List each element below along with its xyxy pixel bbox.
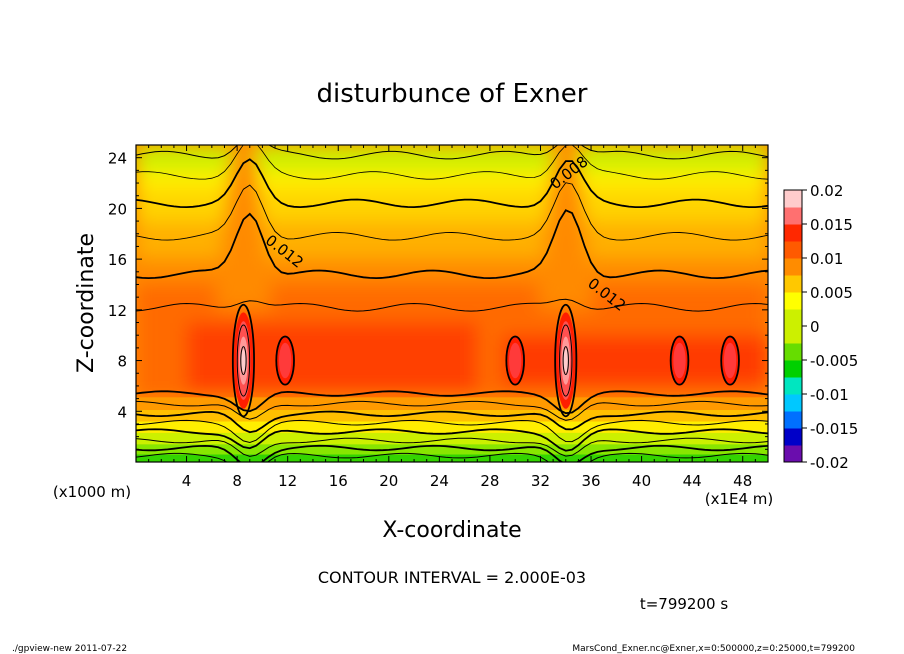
field-band bbox=[186, 322, 478, 393]
contour-line bbox=[136, 410, 768, 434]
colorbar-cell bbox=[784, 309, 802, 327]
x-axis-label: X-coordinate bbox=[382, 518, 521, 543]
x-tick-label: 8 bbox=[232, 472, 242, 490]
field-tongue bbox=[538, 145, 594, 310]
contour-line bbox=[136, 145, 768, 180]
chart-title: disturbunce of Exner bbox=[317, 79, 588, 109]
contour-closed bbox=[236, 324, 251, 397]
field-layer bbox=[136, 410, 768, 422]
field-layer bbox=[136, 397, 768, 411]
y-axis: 4 8 12 16 20 24 bbox=[108, 150, 768, 450]
x-tick-label: 12 bbox=[278, 472, 297, 490]
colorbar-cell bbox=[784, 292, 802, 310]
contour-line bbox=[136, 452, 768, 462]
colorbar-cell bbox=[784, 411, 802, 429]
contour-closed bbox=[562, 346, 569, 376]
colorbar-cell bbox=[784, 445, 802, 463]
colorbar-cell bbox=[784, 428, 802, 446]
colorbar-tick-label: -0.005 bbox=[810, 352, 858, 370]
contour-line bbox=[136, 437, 768, 457]
colorbar-tick-label: -0.02 bbox=[810, 454, 849, 472]
colorbar-cell bbox=[784, 377, 802, 395]
contour-line bbox=[136, 390, 768, 415]
x-tick-label: 48 bbox=[733, 472, 752, 490]
contour-closed bbox=[669, 335, 690, 386]
y-tick-label: 24 bbox=[108, 150, 127, 168]
x-tick-label: 44 bbox=[683, 472, 702, 490]
contour-line bbox=[136, 182, 768, 241]
contour-closed bbox=[231, 303, 255, 418]
peak-ring bbox=[673, 342, 686, 379]
x-tick-label: 24 bbox=[430, 472, 449, 490]
contour-line bbox=[136, 444, 768, 462]
y-tick-label: 12 bbox=[108, 302, 127, 320]
peak-ring bbox=[278, 342, 292, 379]
y-axis-label: Z-coordinate bbox=[74, 233, 99, 373]
colorbar-cell bbox=[784, 241, 802, 259]
x-tick-label: 36 bbox=[581, 472, 600, 490]
colorbar-tick-label: 0.01 bbox=[810, 250, 843, 268]
x-tick-label: 4 bbox=[182, 472, 192, 490]
x-axis: 4 8 12 16 20 24 28 32 36 40 44 48 bbox=[148, 145, 756, 490]
contour-line bbox=[136, 209, 768, 280]
colorbar-cell bbox=[784, 190, 802, 208]
contour-line bbox=[136, 158, 768, 209]
contour-closed bbox=[275, 335, 295, 386]
y-tick-label: 16 bbox=[108, 251, 127, 269]
colorbar-cell bbox=[784, 394, 802, 412]
colorbar-cell bbox=[784, 275, 802, 293]
time-text: t=799200 s bbox=[640, 595, 728, 613]
y-tick-label: 4 bbox=[117, 403, 127, 421]
colorbar-cell bbox=[784, 207, 802, 225]
colorbar-cell bbox=[784, 326, 802, 344]
colorbar-tick-label: -0.01 bbox=[810, 386, 849, 404]
contour-line bbox=[136, 145, 768, 160]
y-tick-label: 8 bbox=[117, 353, 127, 371]
contour-closed bbox=[554, 303, 578, 418]
field-layer bbox=[136, 444, 768, 455]
contour-line bbox=[136, 428, 768, 452]
footer-left: ./gpview-new 2011-07-22 bbox=[12, 644, 127, 654]
field-layers bbox=[136, 145, 768, 462]
contour-interval-text: CONTOUR INTERVAL = 2.000E-03 bbox=[318, 568, 586, 587]
contour-line bbox=[136, 419, 768, 444]
x-tick-label: 28 bbox=[480, 472, 499, 490]
peak-ring bbox=[563, 349, 568, 372]
contour-closed bbox=[505, 335, 525, 386]
colorbar-tick-label: 0 bbox=[810, 318, 820, 336]
colorbar-tick-label: 0.02 bbox=[810, 182, 843, 200]
colorbar-tick-label: 0.015 bbox=[810, 216, 853, 234]
x-tick-label: 32 bbox=[531, 472, 550, 490]
colorbar-cell bbox=[784, 258, 802, 276]
peak-ring bbox=[723, 342, 737, 379]
colorbar-tick-label: -0.015 bbox=[810, 420, 858, 438]
colorbar-cell bbox=[784, 343, 802, 361]
field-layer bbox=[136, 421, 768, 433]
contour-closed bbox=[240, 346, 247, 376]
x-tick-label: 40 bbox=[632, 472, 651, 490]
footer-right: MarsCond_Exner.nc@Exner,x=0:500000,z=0:2… bbox=[572, 644, 855, 654]
x-unit-label: (x1E4 m) bbox=[705, 490, 774, 508]
contour-closed bbox=[720, 335, 740, 386]
x-tick-label: 20 bbox=[379, 472, 398, 490]
colorbar-cell bbox=[784, 360, 802, 378]
colorbar: 0.02 0.015 0.01 0.005 0 -0.005 -0.01 -0.015 -0.0… bbox=[783, 182, 858, 472]
peak-ring bbox=[509, 342, 522, 379]
x-tick-label: 16 bbox=[329, 472, 348, 490]
y-tick-label: 20 bbox=[108, 200, 127, 218]
contour-line bbox=[136, 298, 768, 312]
colorbar-cell bbox=[784, 224, 802, 242]
contour-lines bbox=[136, 145, 768, 462]
contour-closed bbox=[559, 324, 573, 397]
colorbar-tick-label: 0.005 bbox=[810, 284, 853, 302]
peak-ring bbox=[241, 349, 246, 372]
y-unit-label: (x1000 m) bbox=[53, 483, 131, 501]
